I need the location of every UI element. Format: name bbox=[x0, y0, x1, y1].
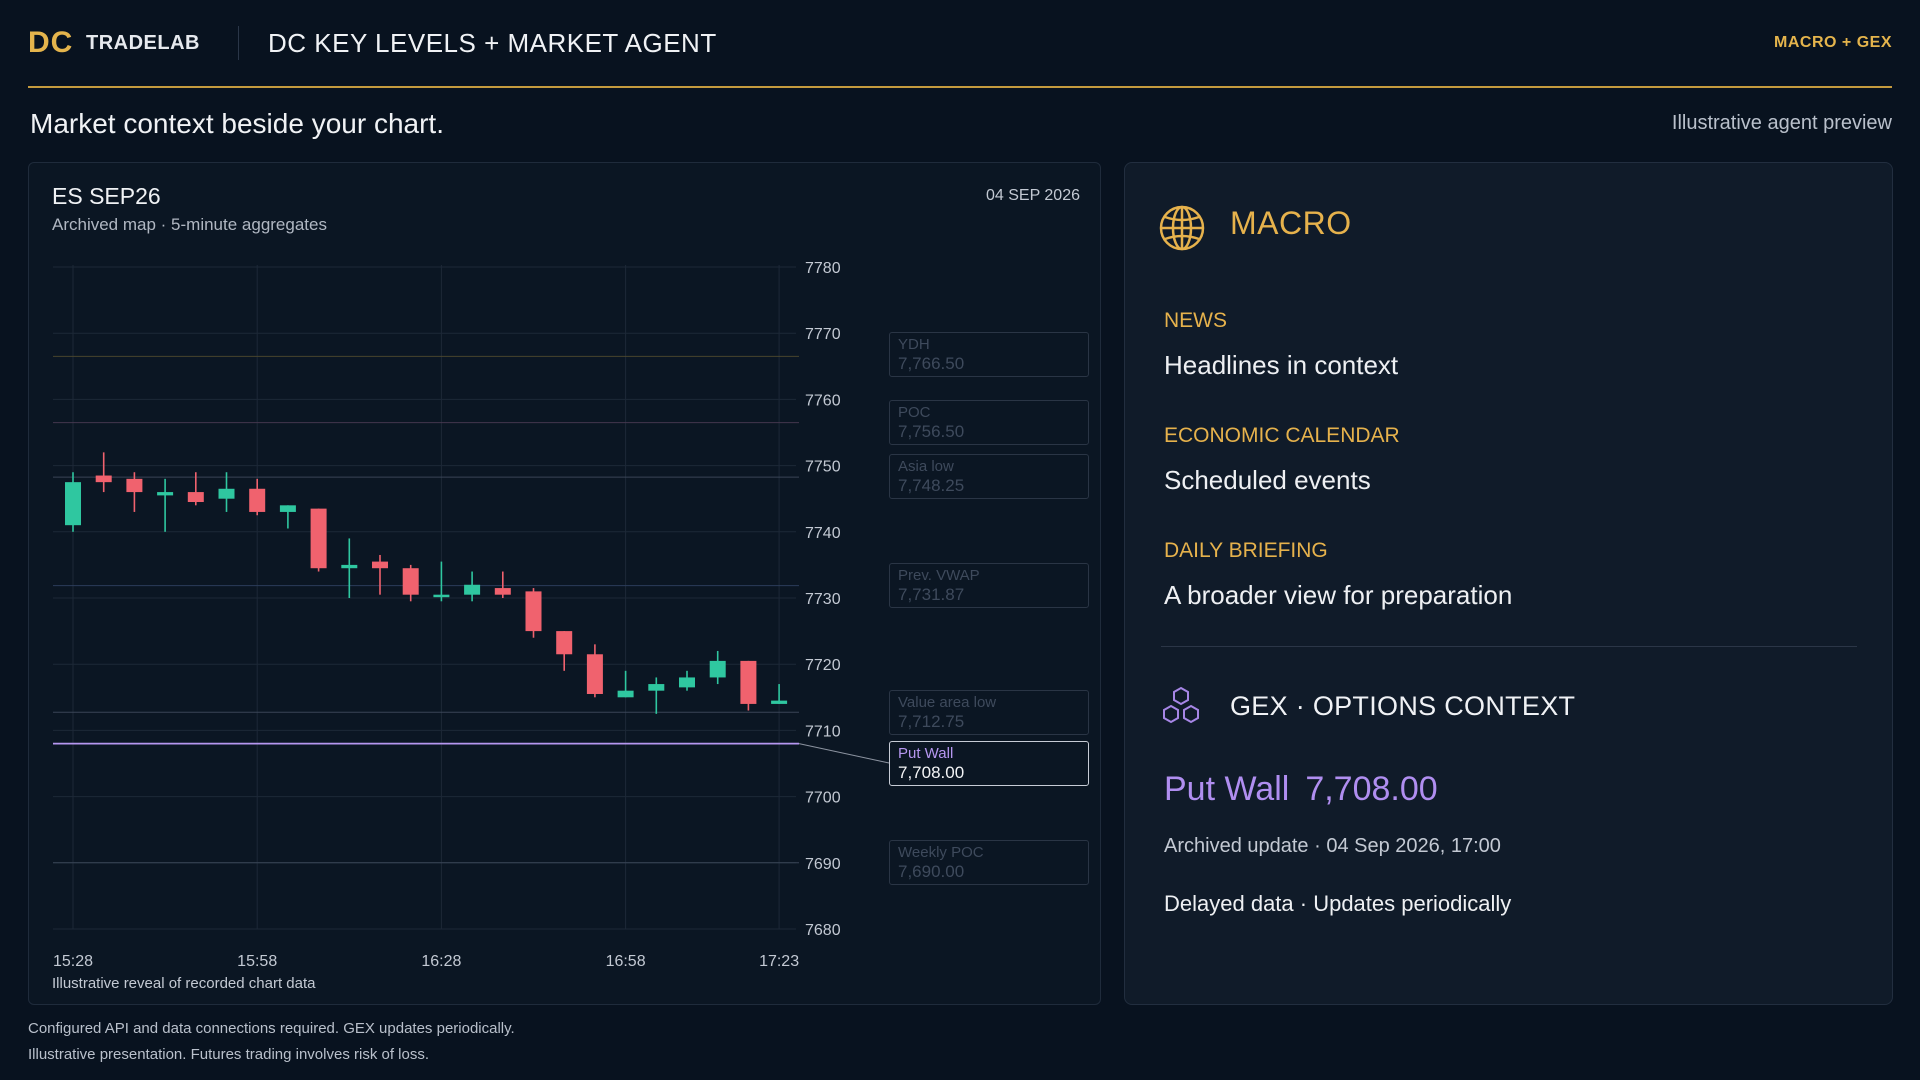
header-divider bbox=[238, 26, 239, 60]
x-tick-label: 17:23 bbox=[759, 953, 799, 970]
level-connector bbox=[798, 743, 890, 764]
y-tick-label: 7700 bbox=[805, 790, 841, 807]
y-tick-label: 7760 bbox=[805, 392, 841, 409]
level-label-weekly-poc: Weekly POC 7,690.00 bbox=[889, 840, 1089, 885]
economic-calendar-text: Scheduled events bbox=[1164, 465, 1371, 495]
footer-line-1: Configured API and data connections requ… bbox=[28, 1020, 515, 1037]
candle-body bbox=[617, 690, 634, 698]
level-label-put-wall: Put Wall 7,708.00 bbox=[889, 741, 1089, 786]
level-value: 7,748.25 bbox=[898, 476, 965, 495]
level-label-ydh: YDH 7,766.50 bbox=[889, 332, 1089, 377]
chart-symbol: ES SEP26 bbox=[52, 183, 161, 209]
y-tick-label: 7780 bbox=[805, 260, 841, 277]
preview-note: Illustrative agent preview bbox=[1671, 112, 1892, 134]
level-name: YDH bbox=[898, 336, 930, 353]
gex-update-time: Archived update · 04 Sep 2026, 17:00 bbox=[1164, 835, 1501, 857]
footer-disclaimer: Configured API and data connections requ… bbox=[28, 1016, 515, 1068]
globe-icon bbox=[1159, 205, 1205, 251]
y-tick-label: 7710 bbox=[805, 723, 841, 740]
level-value: 7,766.50 bbox=[898, 354, 965, 373]
news-text: Headlines in context bbox=[1164, 350, 1399, 380]
chart-subtitle: Archived map · 5-minute aggregates bbox=[52, 215, 327, 234]
candle-body bbox=[709, 660, 726, 678]
y-tick-label: 7750 bbox=[805, 459, 841, 476]
candle-body bbox=[525, 591, 542, 632]
level-name: POC bbox=[898, 404, 931, 421]
candle-body bbox=[740, 660, 757, 704]
candle-body bbox=[771, 700, 788, 704]
macro-title: MACRO bbox=[1230, 205, 1352, 241]
gex-put-wall-label: Put Wall bbox=[1164, 770, 1290, 808]
footer-line-2: Illustrative presentation. Futures tradi… bbox=[28, 1046, 430, 1063]
x-tick-label: 15:58 bbox=[237, 953, 277, 970]
hexagons-icon bbox=[1163, 686, 1199, 724]
level-value: 7,756.50 bbox=[898, 422, 965, 441]
x-tick-label: 16:28 bbox=[421, 953, 461, 970]
candle-body bbox=[556, 631, 573, 655]
chart-panel: 7780 7770 7760 7750 7740 7730 7720 7710 7700 7690… bbox=[28, 162, 1101, 1005]
candle-body bbox=[279, 505, 296, 512]
candle-body bbox=[218, 488, 235, 499]
level-name: Weekly POC bbox=[898, 844, 984, 861]
level-name: Prev. VWAP bbox=[898, 567, 980, 584]
level-name: Put Wall bbox=[898, 745, 954, 762]
candle-body bbox=[648, 684, 665, 691]
y-tick-label: 7680 bbox=[805, 922, 841, 939]
brand-logo: DC bbox=[28, 26, 74, 59]
chart-date: 04 SEP 2026 bbox=[985, 187, 1080, 204]
candle-body bbox=[464, 584, 481, 595]
y-tick-label: 7770 bbox=[805, 326, 841, 343]
economic-calendar-label: ECONOMIC CALENDAR bbox=[1164, 424, 1400, 447]
level-label-value-area-low: Value area low 7,712.75 bbox=[889, 690, 1089, 735]
daily-briefing-text: A broader view for preparation bbox=[1164, 580, 1513, 610]
gex-title: GEX · OPTIONS CONTEXT bbox=[1230, 691, 1576, 721]
x-tick-label: 16:58 bbox=[606, 953, 646, 970]
page-subhead: Market context beside your chart. bbox=[30, 108, 444, 139]
gex-put-wall-value: 7,708.00 bbox=[1305, 770, 1438, 808]
candle-body bbox=[586, 654, 603, 694]
app-title: DC KEY LEVELS + MARKET AGENT bbox=[268, 28, 717, 58]
level-value: 7,731.87 bbox=[898, 585, 965, 604]
candle-body bbox=[95, 475, 112, 483]
level-value: 7,690.00 bbox=[898, 862, 965, 881]
candle-body bbox=[372, 561, 388, 569]
candle-body bbox=[157, 492, 174, 496]
gex-delay-note: Delayed data · Updates periodically bbox=[1164, 891, 1512, 916]
candle-body bbox=[433, 594, 450, 598]
candle-body bbox=[310, 508, 327, 569]
level-label-prev-vwap: Prev. VWAP 7,731.87 bbox=[889, 563, 1089, 608]
candle-body bbox=[402, 568, 419, 595]
candle-body bbox=[341, 564, 358, 569]
candle-body bbox=[679, 677, 695, 688]
level-value: 7,712.75 bbox=[898, 712, 965, 731]
candle-body bbox=[65, 482, 81, 526]
news-label: NEWS bbox=[1164, 309, 1227, 332]
level-name: Asia low bbox=[898, 458, 954, 475]
level-name: Value area low bbox=[898, 694, 997, 711]
app-header: DC TRADELAB DC KEY LEVELS + MARKET AGENT… bbox=[28, 22, 1892, 86]
brand-name: TRADELAB bbox=[86, 32, 200, 54]
candlestick-chart[interactable]: 7780 7770 7760 7750 7740 7730 7720 7710 7700 7690… bbox=[29, 163, 1102, 1006]
level-label-asia-low: Asia low 7,748.25 bbox=[889, 454, 1089, 499]
header-rule bbox=[28, 86, 1892, 88]
macro-panel: MACRO NEWS Headlines in context ECONOMIC… bbox=[1124, 162, 1893, 1005]
macro-divider bbox=[1161, 646, 1857, 647]
y-tick-label: 7740 bbox=[805, 525, 841, 542]
x-tick-label: 15:28 bbox=[53, 953, 93, 970]
y-tick-label: 7690 bbox=[805, 856, 841, 873]
level-value: 7,708.00 bbox=[898, 763, 965, 782]
header-tag: MACRO + GEX bbox=[1774, 34, 1892, 51]
candle-body bbox=[126, 478, 143, 493]
y-tick-label: 7720 bbox=[805, 657, 841, 674]
gex-put-wall: Put Wall 7,708.00 bbox=[1164, 770, 1438, 809]
candle-body bbox=[494, 588, 511, 595]
daily-briefing-label: DAILY BRIEFING bbox=[1164, 539, 1328, 562]
candle-body bbox=[249, 488, 266, 512]
y-tick-label: 7730 bbox=[805, 591, 841, 608]
chart-footnote: Illustrative reveal of recorded chart da… bbox=[52, 975, 316, 992]
candle-body bbox=[187, 492, 204, 503]
level-label-poc: POC 7,756.50 bbox=[889, 400, 1089, 445]
